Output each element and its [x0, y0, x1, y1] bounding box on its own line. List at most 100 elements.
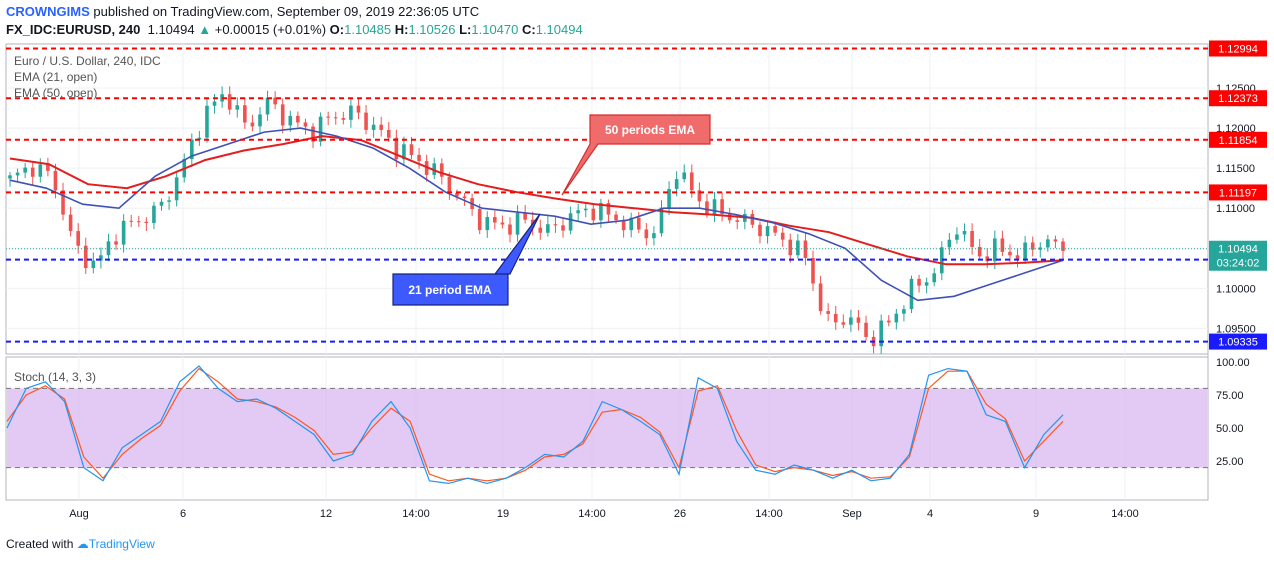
candle-body	[30, 167, 35, 177]
time-axis-label: 6	[180, 508, 186, 520]
candle-body	[591, 208, 596, 221]
candle-body	[190, 139, 194, 160]
candle-body	[864, 322, 868, 337]
low-value: 1.10470	[471, 22, 519, 37]
candle-body	[493, 217, 497, 223]
candle-body	[841, 322, 846, 325]
candle-body	[68, 214, 73, 232]
level-price-tag	[1209, 40, 1267, 57]
candle-body	[379, 124, 384, 130]
low-label: L:	[459, 22, 472, 37]
stoch-axis-label: 75.00	[1216, 390, 1244, 402]
stoch-axis-label: 25.00	[1216, 456, 1244, 468]
tradingview-logo-icon: ☁	[76, 537, 89, 551]
close-value: 1.10494	[535, 22, 583, 37]
candle-body	[485, 217, 490, 231]
candle-body	[773, 226, 777, 233]
candle-body	[568, 213, 573, 231]
candle-body	[515, 212, 520, 235]
level-price-tag	[1209, 333, 1267, 350]
candle-body	[212, 101, 217, 106]
open-value: 1.10485	[344, 22, 392, 37]
candle-body	[636, 217, 641, 230]
candle-body	[727, 213, 732, 221]
candle-body	[235, 105, 240, 110]
candle-body	[750, 213, 755, 225]
candle-body	[152, 205, 156, 224]
stoch-k-line	[6, 365, 1064, 485]
candle-body	[508, 224, 512, 235]
candle-body	[977, 246, 982, 257]
candle-body	[386, 129, 391, 138]
candle-body	[311, 126, 315, 142]
candle-body	[970, 231, 974, 247]
candle-body	[652, 233, 656, 239]
stoch-legend: Stoch (14, 3, 3)	[14, 370, 96, 384]
candle-body	[1023, 242, 1027, 260]
chart-canvas[interactable]: Aug 6 12 14:00 19 14:00 26 14:00 Sep 4 9 14:00 1.095…	[0, 0, 1274, 530]
candle-body	[356, 105, 361, 113]
candle-body	[432, 163, 437, 175]
candle-body	[682, 172, 687, 180]
candle-body	[818, 283, 823, 312]
candle-body	[409, 144, 414, 155]
author-link[interactable]: CROWNGIMS	[6, 4, 90, 19]
created-with-text: Created with	[6, 537, 74, 551]
candle-body	[667, 188, 671, 208]
candle-body	[144, 221, 149, 224]
symbol-label[interactable]: FX_IDC:EURUSD, 240	[6, 22, 141, 37]
tradingview-brand[interactable]: TradingView	[88, 537, 155, 551]
candle-body	[644, 229, 649, 239]
ema-21-legend: EMA (21, open)	[14, 70, 97, 84]
time-axis-label: 26	[674, 508, 686, 520]
ema-21-callout-label: 21 period EMA	[408, 283, 492, 297]
candle-body	[243, 105, 247, 123]
candle-body	[879, 320, 883, 347]
candle-body	[962, 231, 967, 235]
level-price-tag	[1209, 131, 1267, 148]
candle-body	[402, 144, 406, 160]
candle-body	[796, 240, 800, 256]
candle-body	[417, 154, 421, 162]
price-pane	[5, 43, 1209, 355]
candle-body	[38, 164, 43, 177]
candle-body	[114, 241, 118, 245]
candle-body	[849, 317, 853, 325]
publish-line: CROWNGIMS published on TradingView.com, …	[6, 3, 583, 21]
candle-body	[1038, 247, 1043, 250]
time-axis-label: 14:00	[402, 508, 430, 520]
ema-50-line	[9, 135, 1064, 266]
candle-body	[712, 199, 717, 215]
candle-body	[735, 220, 740, 222]
candle-body	[1030, 242, 1035, 250]
last-price: 1.10494	[147, 22, 195, 37]
candle-body	[561, 225, 565, 231]
level-price-tag	[1209, 90, 1267, 107]
candle-body	[886, 320, 891, 323]
level-price-label: 1.11197	[1219, 187, 1257, 199]
candle-body	[99, 255, 103, 261]
candle-body	[720, 199, 724, 214]
published-text: published on TradingView.com, September …	[93, 4, 480, 19]
ema-50-callout-box	[561, 114, 711, 196]
candle-body	[227, 94, 232, 110]
candle-body	[1000, 238, 1005, 252]
level-price-label: 1.11854	[1219, 135, 1258, 147]
candle-body	[659, 207, 664, 234]
candle-body	[258, 114, 262, 127]
open-label: O:	[329, 22, 345, 37]
candle-body	[758, 224, 762, 237]
price-axis-label: 1.09500	[1216, 323, 1256, 335]
candle-body	[538, 227, 543, 233]
time-axis-label: 9	[1033, 508, 1039, 520]
candle-body	[440, 163, 444, 177]
candle-body	[349, 105, 353, 120]
level-price-label: 1.09335	[1218, 337, 1258, 349]
candle-body	[674, 179, 679, 189]
candle-body	[811, 258, 815, 284]
candle-body	[1015, 255, 1020, 260]
candle-body	[826, 311, 830, 314]
time-axis-label: Sep	[842, 508, 862, 520]
chart-header: CROWNGIMS published on TradingView.com, …	[6, 3, 583, 39]
candle-body	[326, 116, 330, 118]
